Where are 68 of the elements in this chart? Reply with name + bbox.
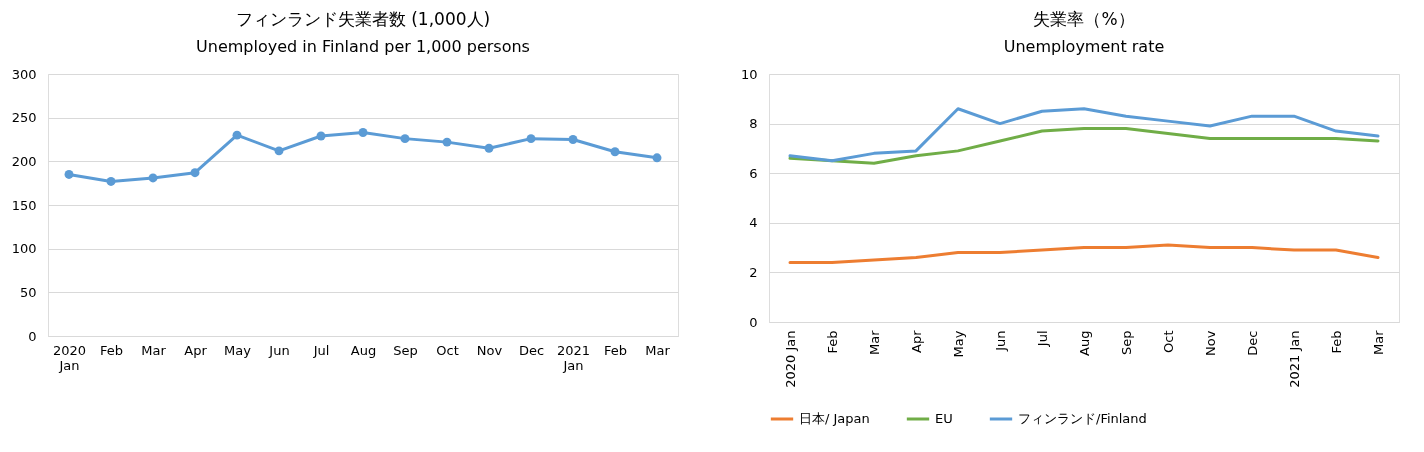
legend-label: 日本/ Japan (799, 411, 870, 426)
line-series (788, 127, 1380, 165)
x-tick-label: May (950, 330, 966, 358)
point (652, 153, 662, 163)
y-tick-label: 50 (19, 284, 37, 300)
chart-subtitle: Unemployment rate (1003, 37, 1165, 56)
x-tick-label: 2021 Jan (1286, 330, 1302, 388)
y-tick-label: 2 (749, 264, 758, 280)
point (400, 134, 410, 144)
chart-title: 失業率（%） (1033, 9, 1135, 29)
x-tick-label: Jul (1034, 330, 1050, 348)
y-tick-label: 300 (11, 66, 37, 82)
line-series (788, 107, 1380, 163)
point (274, 146, 284, 156)
x-tick-label: Dec (1244, 330, 1260, 356)
point (484, 143, 494, 153)
x-tick-label: Dec (518, 342, 545, 358)
y-tick-label: 0 (28, 328, 37, 344)
point (148, 173, 158, 183)
x-tick-label: 2021 Jan (556, 342, 591, 373)
chart-subtitle: Unemployed in Finland per 1,000 persons (196, 37, 530, 56)
x-tick-label: Feb (99, 342, 124, 358)
x-tick-label: Mar (866, 329, 882, 356)
x-tick-label: Feb (824, 330, 840, 354)
point (106, 176, 116, 186)
x-tick-label: May (224, 342, 252, 358)
x-tick-label: Sep (1118, 330, 1134, 356)
legend-label: フィンランド/Finland (1018, 411, 1147, 426)
y-tick-label: 250 (11, 110, 37, 126)
x-tick-label: 2020 Jan (52, 342, 87, 373)
point (358, 128, 368, 137)
x-tick-label: Nov (476, 342, 503, 358)
x-tick-label: Aug (350, 342, 377, 358)
x-tick-label: Jun (268, 342, 290, 358)
y-tick-label: 8 (749, 116, 758, 132)
x-tick-label: Feb (603, 342, 628, 358)
x-tick-label: Mar (141, 342, 167, 358)
point (526, 134, 536, 144)
x-tick-label: Mar (645, 342, 671, 358)
x-tick-label: Jun (992, 330, 1008, 352)
x-tick-label: Feb (1328, 330, 1344, 354)
y-tick-label: 100 (11, 241, 37, 257)
x-tick-label: Nov (1202, 330, 1218, 356)
legend-label: EU (935, 411, 953, 426)
x-tick-label: Mar (1370, 329, 1386, 356)
y-tick-label: 0 (749, 314, 758, 330)
point (232, 130, 242, 140)
point (442, 137, 452, 147)
x-tick-label: Jul (312, 342, 330, 358)
point (64, 169, 74, 179)
y-tick-label: 200 (11, 153, 37, 169)
x-tick-label: Apr (184, 342, 208, 358)
x-tick-label: Oct (436, 342, 459, 358)
line-series (788, 243, 1380, 264)
x-tick-label: Apr (908, 329, 924, 353)
point (568, 135, 578, 144)
point (190, 168, 200, 178)
x-tick-label: 2020 Jan (782, 330, 798, 388)
point (610, 147, 620, 157)
point (316, 131, 326, 141)
x-tick-label: Oct (1160, 330, 1176, 353)
y-tick-label: 4 (749, 215, 758, 231)
x-tick-label: Aug (1076, 330, 1092, 356)
x-tick-label: Sep (393, 342, 418, 358)
y-tick-label: 10 (740, 66, 758, 82)
y-tick-label: 6 (749, 165, 758, 181)
y-tick-label: 150 (11, 197, 37, 213)
chart-title: フィンランド失業者数 (1,000人) (235, 9, 491, 29)
